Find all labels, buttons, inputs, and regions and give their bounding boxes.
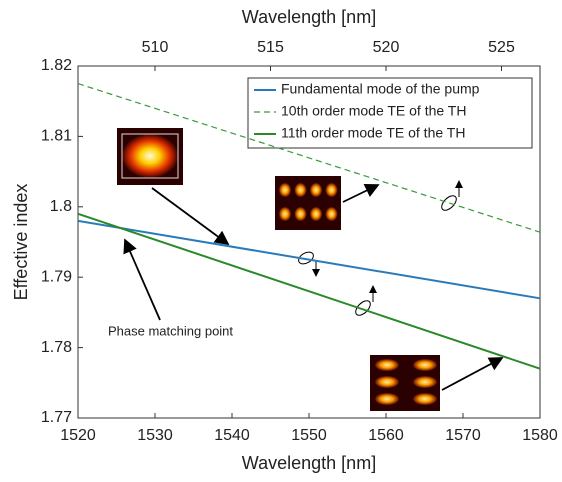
x-tick-label: 1540 — [214, 427, 250, 444]
mode-image — [325, 183, 338, 197]
polarization-mark — [441, 195, 457, 211]
x2-tick-label: 525 — [488, 39, 515, 56]
y-tick-label: 1.82 — [41, 57, 72, 74]
x-tick-label: 1520 — [60, 427, 96, 444]
legend-label: 11th order mode TE of the TH — [281, 125, 465, 141]
arrow — [342, 184, 380, 203]
legend-label: 10th order mode TE of the TH — [281, 103, 466, 119]
legend-label: Fundamental mode of the pump — [281, 81, 480, 97]
x2-tick-label: 515 — [257, 39, 284, 56]
mode-image — [413, 393, 437, 405]
y-tick-label: 1.81 — [41, 128, 72, 145]
arrow — [151, 187, 230, 246]
y-tick-label: 1.79 — [41, 268, 72, 285]
x-axis-label: Wavelength [nm] — [242, 453, 376, 473]
x2-axis-label: Wavelength [nm] — [242, 7, 376, 27]
annotation: Phase matching point — [108, 323, 233, 338]
line-series — [77, 219, 541, 300]
mode-image — [294, 183, 307, 197]
mode-image — [375, 393, 399, 405]
line-series — [77, 212, 541, 370]
y-tick-label: 1.77 — [41, 409, 72, 426]
legend — [247, 77, 533, 149]
x-tick-label: 1570 — [445, 427, 481, 444]
line-series — [77, 83, 541, 233]
mode-image — [279, 207, 291, 221]
x-tick-label: 1550 — [291, 427, 327, 444]
polarization-mark — [298, 251, 314, 265]
mode-image — [122, 134, 178, 178]
mode-image — [375, 359, 399, 371]
x-tick-label: 1530 — [137, 427, 173, 444]
y-axis-label: Effective index — [11, 184, 31, 301]
mode-image — [413, 376, 437, 388]
y-tick-label: 1.78 — [41, 339, 72, 356]
x-tick-label: 1560 — [368, 427, 404, 444]
mode-image — [375, 376, 399, 388]
mode-image — [325, 207, 338, 221]
mode-image — [279, 183, 291, 197]
mode-image — [310, 207, 322, 221]
decorations — [117, 128, 504, 411]
arrow — [441, 357, 504, 391]
y-tick-label: 1.8 — [50, 198, 72, 215]
mode-image — [294, 207, 307, 221]
mode-image — [121, 133, 179, 179]
arrow — [123, 238, 161, 321]
mode-image — [310, 183, 322, 197]
x2-tick-label: 510 — [142, 39, 169, 56]
x2-tick-label: 520 — [373, 39, 400, 56]
x-tick-label: 1580 — [522, 427, 558, 444]
mode-image — [413, 359, 437, 371]
